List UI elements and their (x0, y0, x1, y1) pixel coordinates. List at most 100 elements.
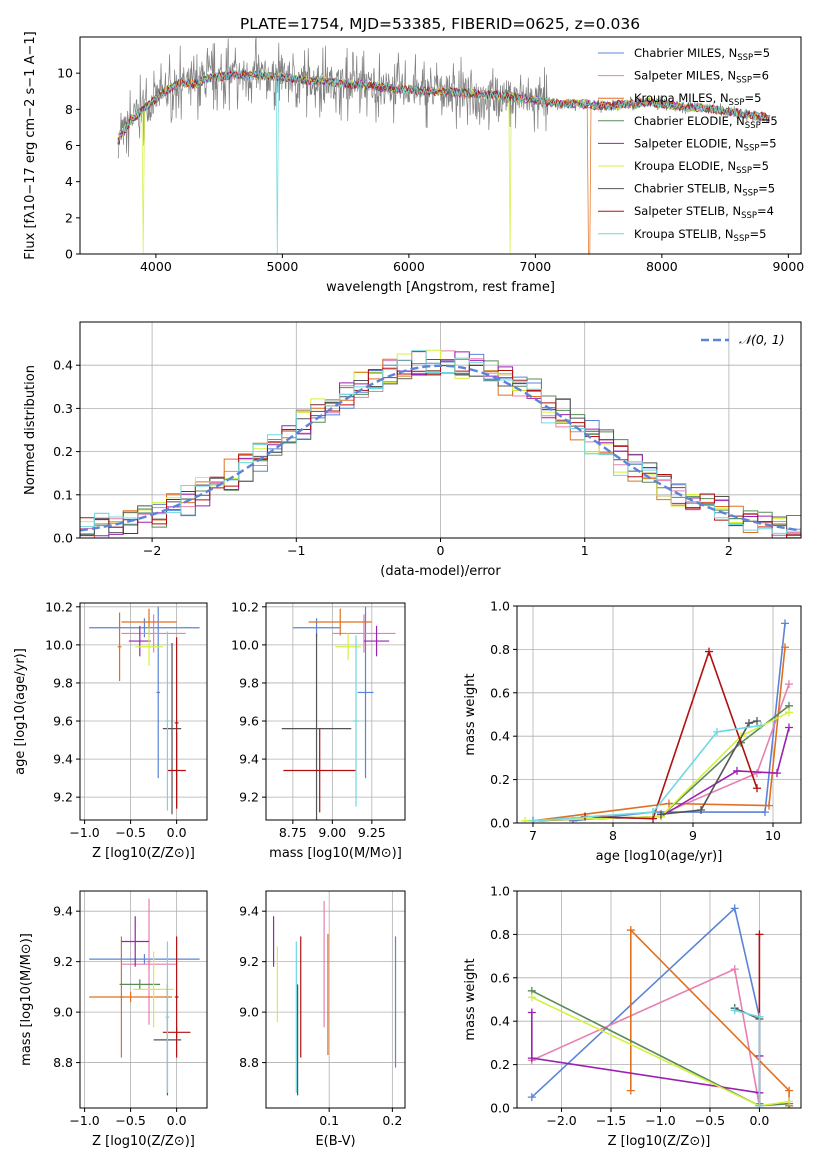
mass-weight-line (531, 967, 761, 1106)
age_vs_mass-panel: 8.75 9.00 9.25 9.2 9.4 9.6 9.8 10.0 10.2 mass [lo… (231, 599, 406, 861)
mass-weight-line (572, 623, 786, 822)
mass-weight-marker (527, 1008, 536, 1017)
x-tick-label: 6000 (393, 259, 425, 274)
errorbar-point (128, 625, 151, 657)
y-tick-label: 9.0 (53, 1005, 73, 1020)
y-tick-label: 9.4 (53, 904, 73, 919)
errorbar-point (335, 633, 361, 661)
legend-value: =5 (760, 136, 777, 150)
y-tick-label: 0.0 (53, 531, 73, 546)
y-tick-label: 9.2 (239, 954, 259, 969)
figure-title: PLATE=1754, MJD=53385, FIBERID=0625, z=0… (240, 15, 640, 33)
errorbar-point (119, 936, 124, 1058)
mass-weight-marker (785, 723, 793, 732)
y-tick-label: 0 (65, 247, 73, 262)
mass_weight_vs_Z-plot-area (527, 904, 794, 1108)
mass-weight-marker (785, 1086, 794, 1095)
errorbar-point (162, 642, 182, 815)
spectrum-plot-area (117, 37, 770, 254)
y-tick-label: 8 (65, 102, 73, 117)
errorbar-point (283, 728, 357, 813)
y-tick-label: 9.2 (239, 790, 259, 805)
mass-weight-marker (657, 810, 665, 819)
errorbar-point (165, 631, 170, 811)
mass-weight-line (660, 720, 758, 816)
y-axis-label: Flux [fλ10−17 erg cm−2 s−1 A−1] (23, 31, 38, 259)
mass_vs_ebv-plot-area (272, 901, 397, 1096)
x-tick-label: 0.0 (749, 1113, 769, 1128)
x-axis-label: Z [log10(Z/Z⊙)] (92, 846, 195, 861)
mass-weight-marker (753, 784, 761, 793)
legend-label: Salpeter STELIB, NSSP=4 (634, 204, 774, 221)
axes-frame (265, 890, 406, 1109)
legend-subscript: SSP (736, 166, 752, 176)
legend-value: =5 (744, 91, 761, 105)
mass-weight-marker (730, 904, 739, 913)
errorbar-point (357, 606, 374, 779)
y-tick-label: 0.8 (490, 642, 510, 657)
y-tick-label: 0.3 (53, 401, 73, 416)
mass-weight-marker (755, 1101, 764, 1108)
y-tick-label: 6 (65, 138, 73, 153)
x-tick-label: 0.0 (167, 1113, 187, 1128)
age_vs_Z-plot-area (89, 606, 200, 815)
y-tick-label: 9.4 (239, 904, 259, 919)
errorbar-point (89, 991, 173, 1003)
y-tick-label: 0.0 (490, 1101, 510, 1116)
x-tick-label: −2.0 (546, 1113, 576, 1128)
mass-weight-line (532, 647, 786, 822)
mass-weight-line (532, 727, 790, 822)
mass_vs_Z-panel: −1.0 −0.5 0.0 8.8 9.0 9.2 9.4 Z [log10(Z/Z⊙)] ma… (19, 890, 208, 1149)
mass-weight-line (531, 906, 761, 1104)
x-tick-label: −2 (143, 543, 161, 558)
mass-weight-marker (730, 1006, 739, 1015)
x-tick-label: 10 (765, 828, 781, 843)
mass-weight-marker (757, 721, 765, 730)
x-tick-label: 0.0 (167, 825, 187, 840)
y-tick-label: 10.0 (231, 637, 259, 652)
panels-layer: 4000 5000 6000 7000 8000 90000246810wavelengt… (13, 31, 804, 1149)
errorbar-point (352, 635, 360, 807)
errorbar-point (89, 618, 200, 638)
mass-weight-marker (773, 769, 781, 778)
x-tick-label: 7 (529, 828, 537, 843)
mass-weight-marker (765, 801, 773, 810)
legend-label: Salpeter ELODIE, NSSP=5 (634, 136, 777, 153)
mass-weight-marker (626, 926, 635, 935)
x-axis-label: E(B-V) (315, 1134, 355, 1149)
legend-value: =6 (752, 69, 769, 83)
mass-weight-marker (527, 993, 536, 1002)
mass-weight-marker (785, 708, 793, 717)
mass-weight-marker (697, 805, 705, 814)
spectrum-panel: 4000 5000 6000 7000 8000 9000 0 2 4 6 8 10 wavelengt… (23, 31, 804, 295)
errorbar-point (363, 625, 390, 657)
mass-weight-marker (665, 799, 673, 808)
x-tick-label: 9000 (772, 259, 804, 274)
errorbar-point (332, 614, 396, 653)
x-tick-label: −0.5 (695, 1113, 725, 1128)
errorbar-point (117, 612, 122, 682)
x-tick-label: 0 (437, 543, 445, 558)
legend-value: =5 (749, 227, 766, 241)
mass-weight-marker (521, 816, 529, 823)
spectrum-model-line (117, 69, 770, 254)
mass-weight-line (532, 724, 762, 822)
mass_weight_vs_age-plot-area (521, 619, 793, 823)
age_vs_Z-panel: −1.0 −0.5 0.0 9.2 9.4 9.6 9.8 10.0 10.2 Z [log10(… (13, 599, 208, 861)
y-tick-label: 0.4 (490, 729, 510, 744)
y-tick-label: 9.6 (53, 714, 73, 729)
legend-subscript: SSP (741, 211, 757, 221)
mass-weight-marker (527, 1093, 536, 1102)
y-tick-label: 9.4 (53, 752, 73, 767)
errorbar-point (121, 916, 150, 967)
mass_vs_Z-plot-area (89, 898, 200, 1096)
x-axis-label: age [log10(age/yr)] (596, 849, 723, 864)
errorbar-point (281, 633, 352, 820)
y-tick-label: 0.8 (490, 927, 510, 942)
y-axis-label: mass [log10(M/M⊙)] (19, 933, 34, 1066)
y-axis-label: age [log10(age/yr)] (13, 648, 28, 775)
y-tick-label: 2 (65, 210, 73, 225)
legend-subscript: SSP (736, 76, 752, 86)
legend-label: Chabrier MILES, NSSP=5 (634, 46, 770, 63)
legend-label: 𝒩(0, 1) (739, 332, 785, 347)
